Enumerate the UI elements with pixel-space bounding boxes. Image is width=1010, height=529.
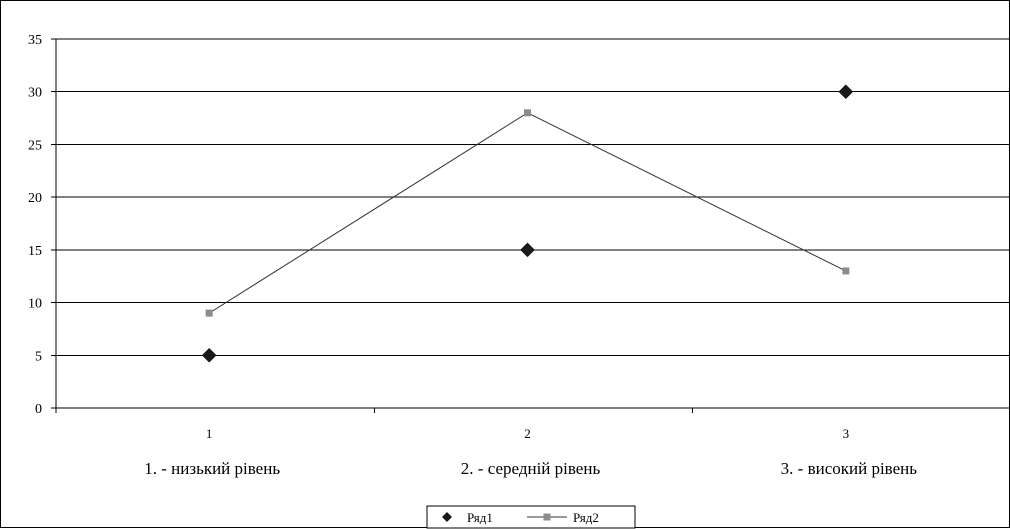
x-tick-label: 3 [843, 426, 850, 441]
legend-square-marker [543, 513, 551, 521]
y-tick-label: 20 [28, 191, 42, 206]
y-tick-label: 0 [35, 402, 42, 417]
legend: Ряд1 Ряд2 [426, 505, 636, 529]
data-point [201, 347, 217, 363]
category-caption: 1. - низький рівень [144, 459, 280, 478]
x-tick-label: 2 [524, 426, 531, 441]
data-point [838, 84, 854, 100]
legend-diamond-marker [442, 512, 452, 522]
axis-labels: 0 5 10 15 20 25 30 35 1 2 3 1. - низький рівень 2. -… [28, 33, 917, 478]
y-tick-label: 15 [28, 244, 42, 259]
series-line [208, 112, 847, 314]
data-point [205, 309, 213, 317]
data-point [520, 242, 535, 258]
axes [51, 38, 1010, 413]
y-tick-label: 10 [28, 297, 42, 312]
y-tick-label: 30 [28, 86, 42, 101]
category-caption: 3. - високий рівень [781, 459, 918, 478]
series-marks [201, 84, 854, 363]
gridlines [56, 38, 1010, 356]
legend-label: Ряд2 [573, 510, 599, 525]
category-caption: 2. - середній рівень [461, 459, 601, 478]
y-tick-label: 35 [28, 33, 42, 48]
y-tick-label: 5 [35, 349, 42, 364]
legend-label: Ряд1 [467, 510, 493, 525]
x-tick-label: 1 [206, 426, 213, 441]
data-point [842, 267, 850, 275]
y-tick-label: 25 [28, 138, 42, 153]
data-point [524, 109, 531, 117]
